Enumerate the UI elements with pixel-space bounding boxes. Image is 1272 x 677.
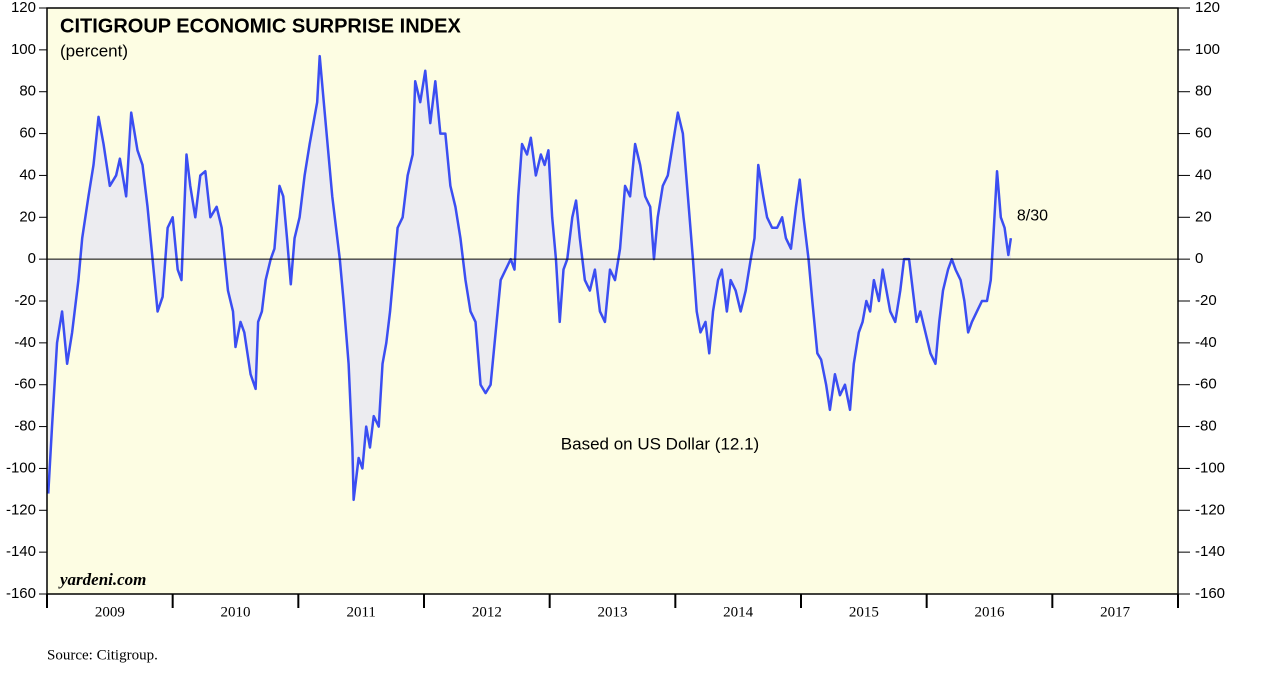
- y2-tick-label: 60: [1195, 125, 1212, 142]
- x-tick-label: 2012: [472, 604, 502, 620]
- y2-tick-label: 20: [1195, 208, 1212, 225]
- y2-tick-label: -120: [1195, 501, 1225, 518]
- y-tick-label: 120: [11, 0, 36, 16]
- y-tick-label: 80: [19, 83, 36, 100]
- y2-tick-label: -20: [1195, 292, 1217, 309]
- y-tick-label: -20: [14, 292, 36, 309]
- y-tick-label: -40: [14, 334, 36, 351]
- y-tick-label: 40: [19, 166, 36, 183]
- x-tick-label: 2011: [346, 604, 375, 620]
- y2-tick-label: -60: [1195, 376, 1217, 393]
- y-tick-label: 0: [28, 250, 36, 267]
- watermark: yardeni.com: [58, 570, 146, 589]
- y2-tick-label: 80: [1195, 83, 1212, 100]
- x-tick-label: 2014: [723, 604, 754, 620]
- line: [47, 54, 1013, 502]
- y2-tick-label: -100: [1195, 459, 1225, 476]
- y2-tick-label: 100: [1195, 41, 1220, 58]
- y-tick-label: -140: [6, 543, 36, 560]
- plot-background: [47, 8, 1178, 594]
- y-tick-label: 60: [19, 125, 36, 142]
- end-label: 8/30: [1017, 207, 1048, 224]
- x-tick-label: 2010: [221, 604, 251, 620]
- y2-tick-label: 40: [1195, 166, 1212, 183]
- chart-title: CITIGROUP ECONOMIC SURPRISE INDEX: [60, 15, 461, 37]
- y2-tick-label: -160: [1195, 585, 1225, 602]
- note: Based on US Dollar (12.1): [561, 434, 759, 453]
- y-tick-label: 20: [19, 208, 36, 225]
- y2-tick-label: -80: [1195, 418, 1217, 435]
- y2-tick-label: -40: [1195, 334, 1217, 351]
- y2-tick-label: -140: [1195, 543, 1225, 560]
- x-tick-label: 2017: [1100, 604, 1131, 620]
- y-tick-label: -120: [6, 501, 36, 518]
- y-tick-label: -60: [14, 376, 36, 393]
- x-tick-label: 2009: [95, 604, 125, 620]
- source: Source: Citigroup.: [47, 647, 158, 663]
- y-tick-label: -100: [6, 459, 36, 476]
- y-tick-label: -80: [14, 418, 36, 435]
- y-tick-label: -160: [6, 585, 36, 602]
- y2-tick-label: 0: [1195, 250, 1203, 267]
- marks: [47, 54, 1013, 502]
- x-tick-label: 2015: [849, 604, 879, 620]
- x-tick-label: 2016: [975, 604, 1006, 620]
- y2-tick-label: 120: [1195, 0, 1220, 16]
- x-tick-label: 2013: [598, 604, 628, 620]
- chart-subtitle: (percent): [60, 41, 128, 60]
- y-tick-label: 100: [11, 41, 36, 58]
